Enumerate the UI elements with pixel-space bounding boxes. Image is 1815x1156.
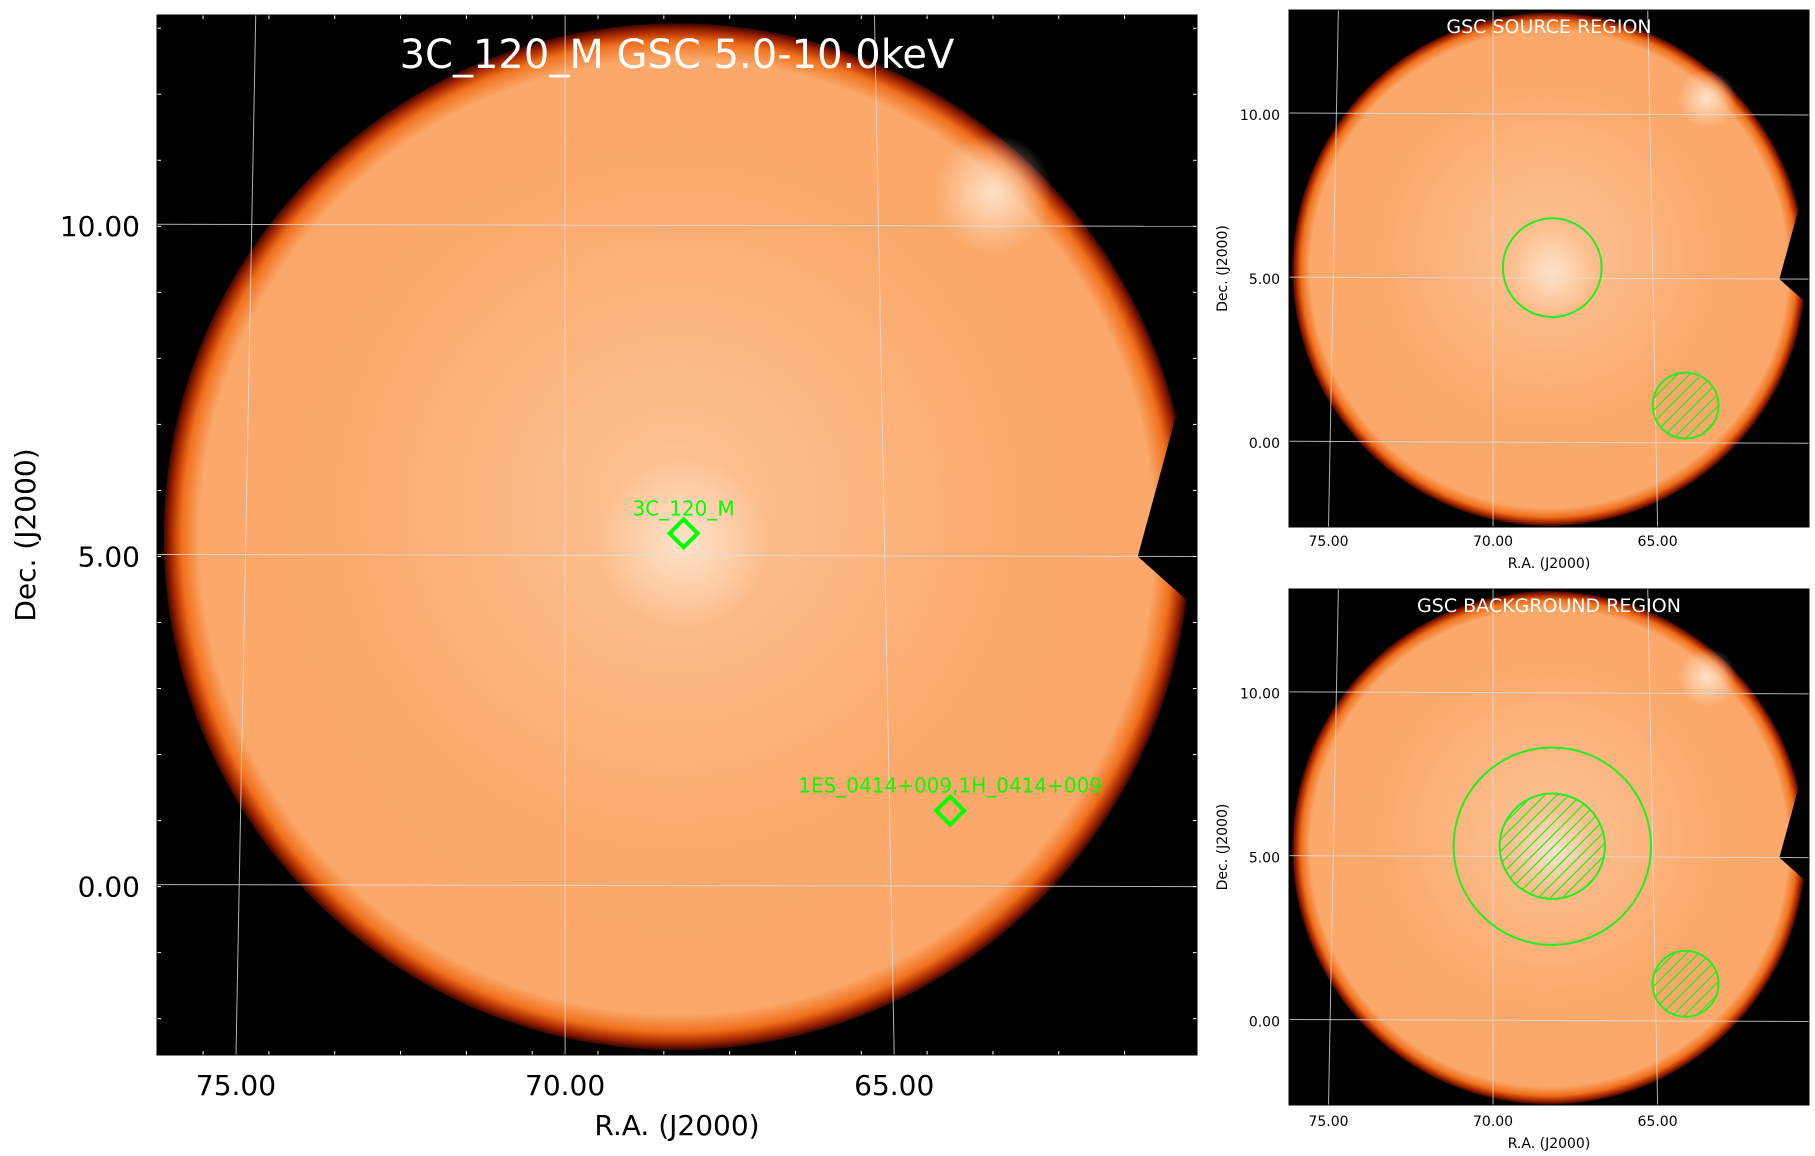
x-tick-label: 70.00 [1473, 1114, 1513, 1130]
field-notch [1779, 749, 1809, 884]
bright-spot [1509, 229, 1596, 316]
source-marker [933, 793, 967, 828]
y-tick-label: 10.00 [60, 210, 140, 243]
bright-spot [1677, 69, 1737, 129]
x-tick-label: 70.00 [1473, 534, 1513, 550]
y-axis-label: Dec. (J2000) [1215, 225, 1231, 312]
grid-line-y [1289, 276, 1809, 280]
grid-line-x [873, 15, 895, 1055]
x-tick-label: 65.00 [1638, 1114, 1678, 1130]
grid-line-x [1327, 10, 1339, 527]
plot-frame [156, 14, 1198, 1056]
x-tick-label: 65.00 [1638, 534, 1678, 550]
chart-title: 3C_120_M GSC 5.0-10.0keV [400, 32, 955, 78]
source-region-circle [1501, 217, 1603, 319]
grid-line-y [1289, 691, 1809, 695]
y-axis-label: Dec. (J2000) [9, 448, 42, 621]
plot-frame [1288, 588, 1810, 1106]
grid-line-y [157, 884, 1197, 888]
source-label: 3C_120_M [633, 496, 735, 520]
grid-line-y [1289, 440, 1809, 444]
source-region-map: GSC SOURCE REGION 75.00 70.00 65.00 0.00 5.00… [1215, 9, 1810, 572]
x-axis-label: R.A. (J2000) [1508, 556, 1591, 572]
x-tick-label: 75.00 [1308, 534, 1348, 550]
y-tick-label: 0.00 [1249, 1014, 1280, 1030]
excluded-region-circle [1651, 371, 1720, 440]
bright-spot [598, 457, 770, 630]
background-region-map: GSC BACKGROUND REGION 75.00 70.00 65.00 0.00… [1215, 588, 1810, 1152]
y-tick-label: 0.00 [78, 870, 140, 903]
bright-spot [1677, 647, 1737, 707]
grid-line-y [1289, 112, 1809, 116]
excluded-region-circle [1498, 792, 1606, 900]
grid-line-x [1647, 10, 1659, 527]
main-sky-map: 3C_120_M 1ES_0414+009,1H_0414+009 3C_120_M… [9, 14, 1198, 1142]
x-tick-label: 65.00 [854, 1069, 934, 1102]
background-outer-region-circle [1452, 746, 1653, 946]
bright-spot [933, 133, 1053, 253]
y-tick-label: 5.00 [78, 540, 140, 573]
grid-line-y [157, 553, 1197, 557]
excluded-region-circle [1651, 949, 1720, 1018]
x-axis-label: R.A. (J2000) [594, 1109, 759, 1142]
field-notch [1137, 338, 1197, 610]
y-tick-label: 5.00 [1249, 851, 1280, 867]
grid-line-x [235, 15, 257, 1055]
x-tick-label: 70.00 [525, 1069, 605, 1102]
grid-line-x [1647, 589, 1659, 1105]
y-tick-label: 5.00 [1249, 272, 1280, 288]
plot-frame [1288, 9, 1810, 528]
x-tick-label: 75.00 [1308, 1114, 1348, 1130]
source-marker [666, 516, 701, 551]
grid-line-y [1289, 1018, 1809, 1022]
x-axis-label: R.A. (J2000) [1508, 1136, 1591, 1152]
grid-line-x [1327, 589, 1339, 1105]
y-tick-label: 0.00 [1249, 436, 1280, 452]
x-tick-label: 75.00 [196, 1069, 276, 1102]
grid-line-y [157, 223, 1197, 227]
chart-title: GSC BACKGROUND REGION [1417, 595, 1681, 617]
source-label: 1ES_0414+009,1H_0414+009 [798, 774, 1102, 798]
y-axis-label: Dec. (J2000) [1215, 804, 1231, 891]
y-tick-label: 10.00 [1240, 108, 1280, 124]
field-notch [1779, 170, 1809, 306]
chart-title: GSC SOURCE REGION [1446, 16, 1651, 38]
y-tick-label: 10.00 [1240, 687, 1280, 703]
